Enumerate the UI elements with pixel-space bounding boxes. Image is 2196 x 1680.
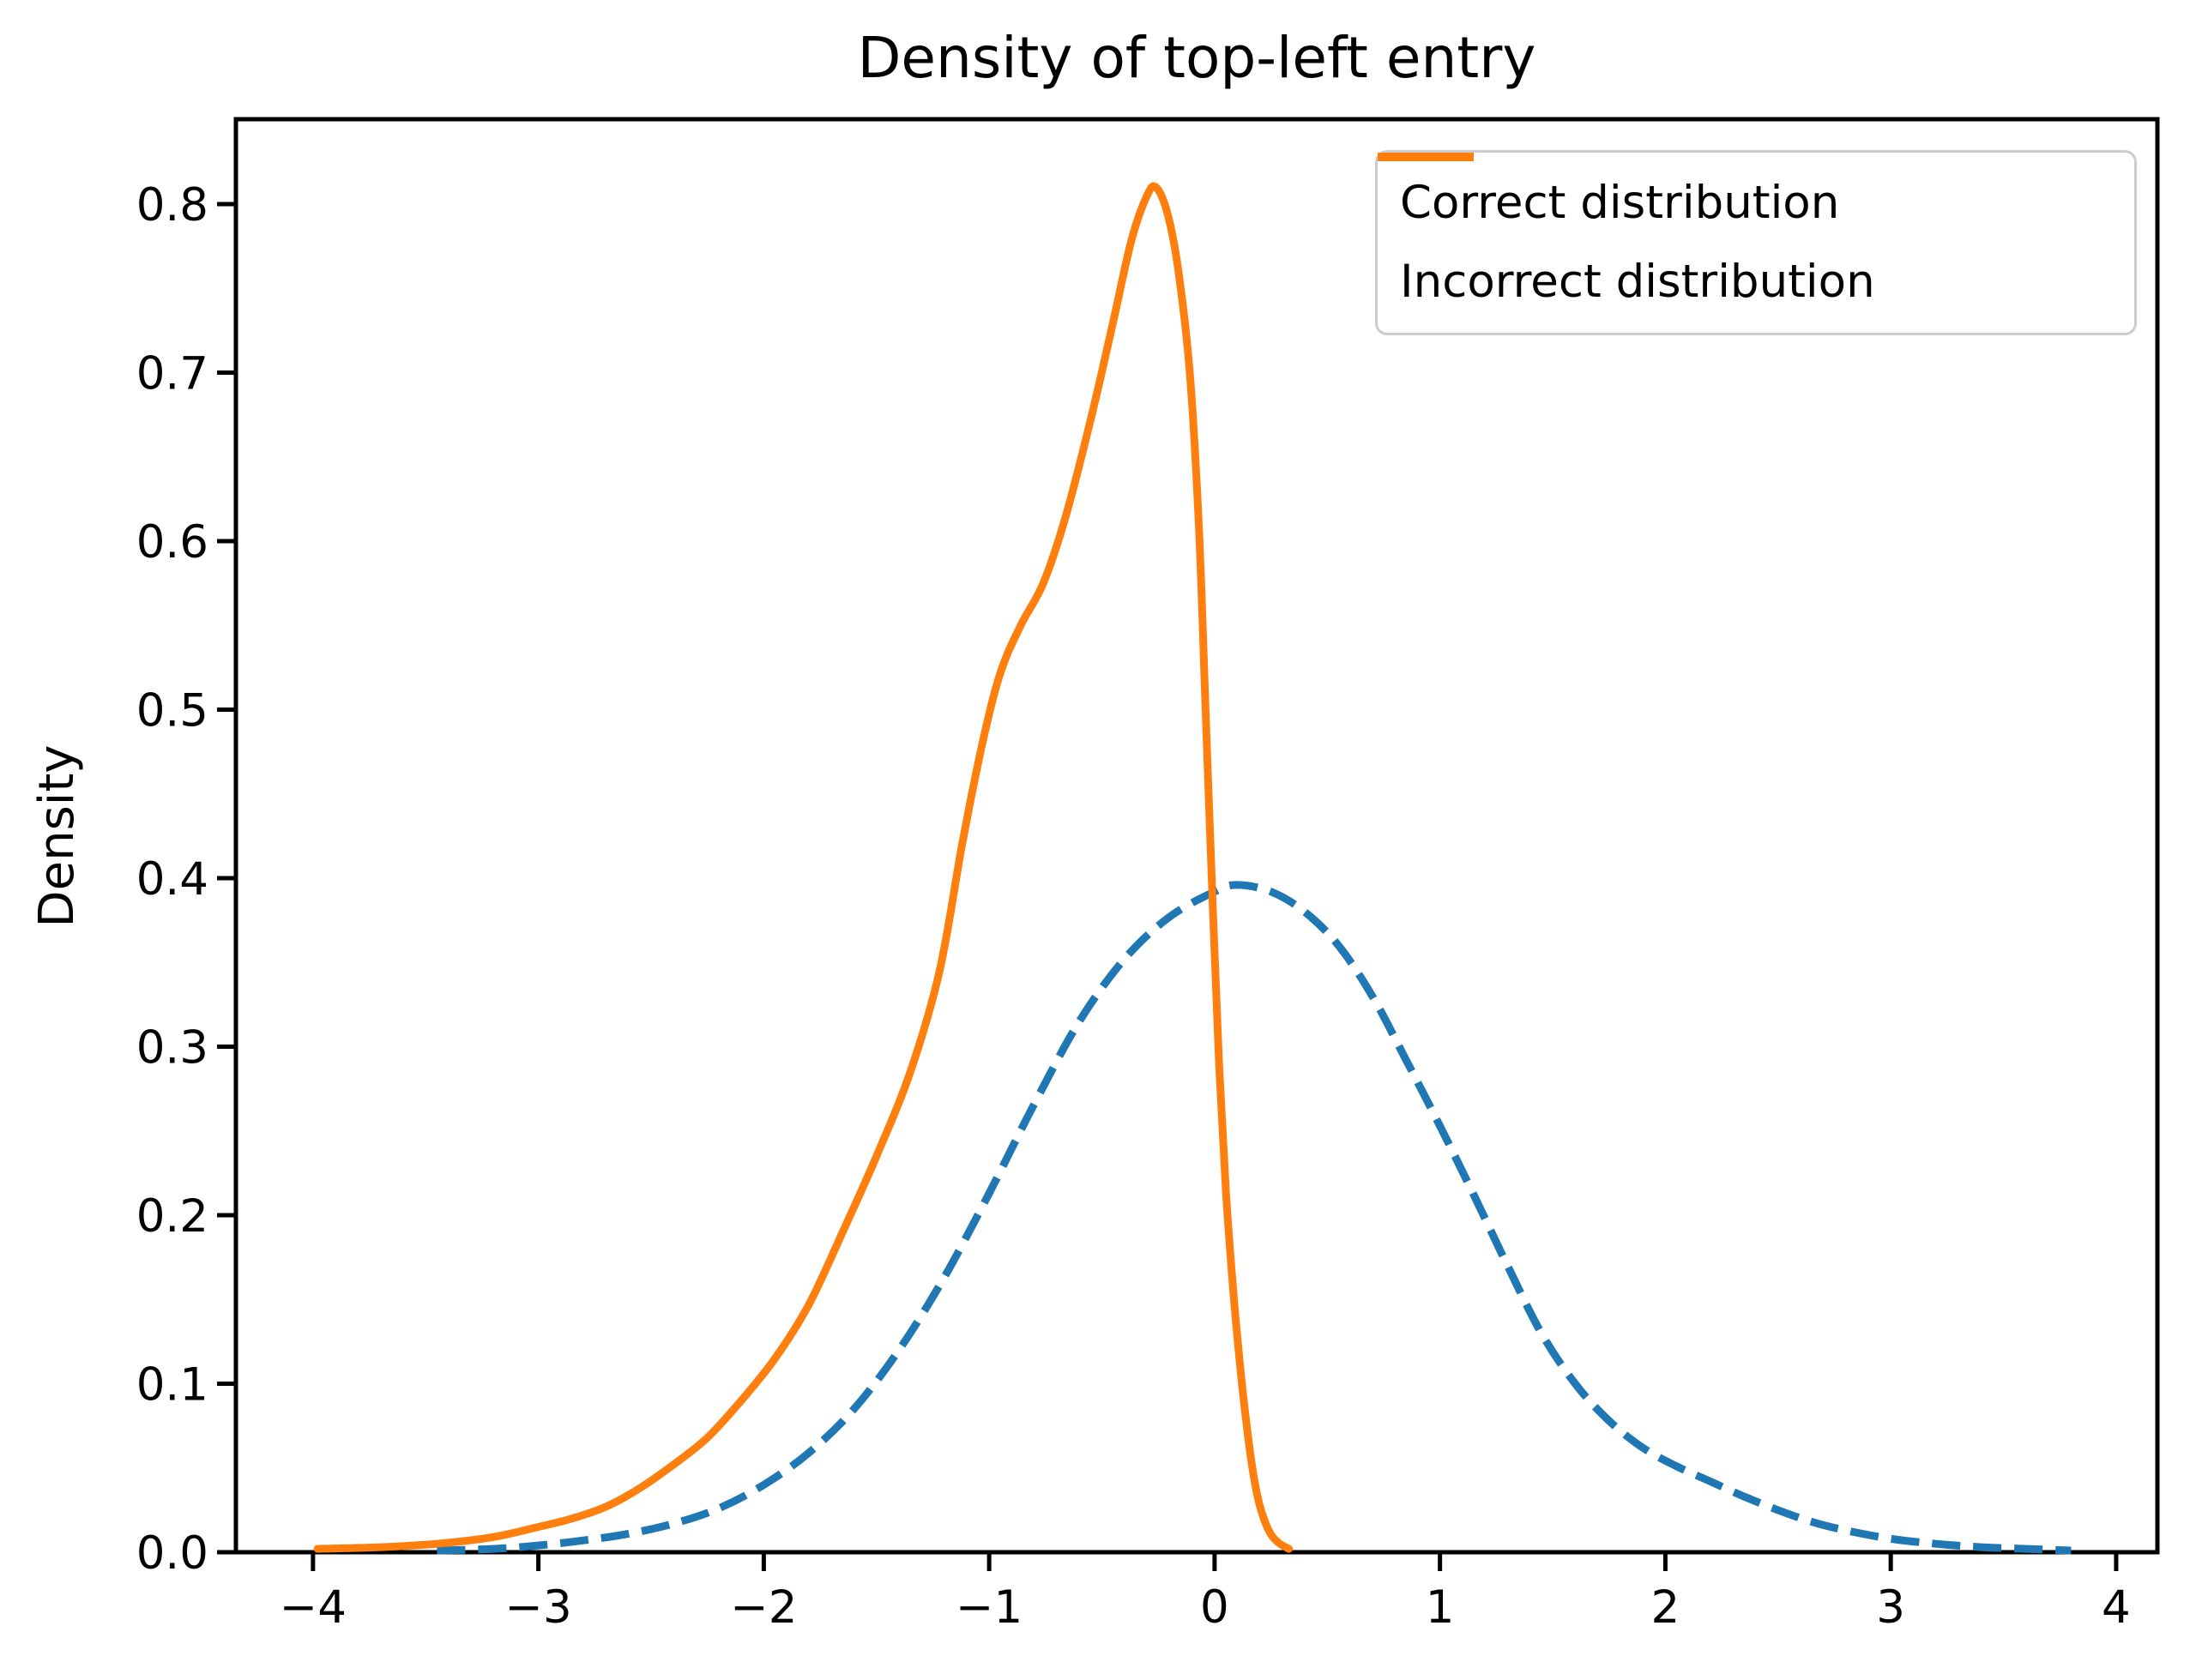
x-tick-label: −1 bbox=[956, 1581, 1023, 1634]
y-tick-label: 0.6 bbox=[136, 516, 208, 569]
legend: Correct distribution Incorrect distribut… bbox=[1375, 150, 2137, 335]
x-tick-label: 0 bbox=[1200, 1581, 1229, 1634]
legend-label: Correct distribution bbox=[1400, 177, 1840, 229]
y-tick-label: 0.4 bbox=[136, 853, 208, 906]
y-tick-label: 0.7 bbox=[136, 348, 208, 400]
x-tick-label: −3 bbox=[505, 1581, 572, 1634]
legend-label: Incorrect distribution bbox=[1400, 256, 1875, 308]
y-tick-label: 0.0 bbox=[136, 1527, 208, 1580]
legend-item-correct: Correct distribution bbox=[1378, 153, 2112, 238]
x-tick-label: −4 bbox=[280, 1581, 347, 1634]
x-tick-label: 1 bbox=[1426, 1581, 1455, 1634]
y-tick-label: 0.1 bbox=[136, 1359, 208, 1412]
x-tick-label: 2 bbox=[1651, 1581, 1680, 1634]
y-tick-label: 0.2 bbox=[136, 1190, 208, 1243]
axes-frame bbox=[233, 117, 2160, 1555]
x-tick-label: 3 bbox=[1876, 1581, 1905, 1634]
legend-item-incorrect: Incorrect distribution bbox=[1378, 153, 2112, 317]
x-tick-label: −2 bbox=[730, 1581, 797, 1634]
incorrect-distribution-curve bbox=[313, 182, 1294, 1553]
y-tick-label: 0.5 bbox=[136, 685, 208, 738]
correct-distribution-curve bbox=[437, 881, 2072, 1555]
solid-line-icon bbox=[1378, 153, 1474, 161]
chart-title: Density of top-left entry bbox=[857, 25, 1536, 91]
y-tick-label: 0.3 bbox=[136, 1022, 208, 1075]
y-axis-label: Density bbox=[29, 744, 85, 928]
x-tick-label: 4 bbox=[2102, 1581, 2131, 1634]
y-tick-label: 0.8 bbox=[136, 179, 208, 232]
